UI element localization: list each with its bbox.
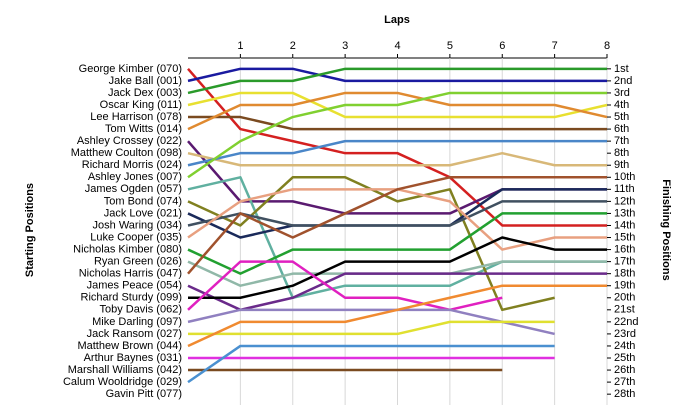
start-label: James Peace (054)	[87, 280, 182, 292]
series-line	[187, 212, 607, 275]
x-tick-label: 2	[290, 40, 296, 52]
y2-tick-label: 27th	[614, 376, 635, 388]
start-label: George Kimber (070)	[79, 63, 182, 75]
y2-tick-label: 25th	[614, 352, 635, 364]
start-label: Tom Bond (074)	[104, 195, 182, 207]
start-label: Matthew Brown (044)	[77, 340, 182, 352]
series-line	[187, 139, 607, 167]
y2-tick-label: 12th	[614, 195, 635, 207]
x-tick-label: 3	[342, 40, 348, 52]
x-tick-label: 4	[394, 40, 400, 52]
start-label: Luke Cooper (035)	[90, 231, 182, 243]
y2-tick-label: 7th	[614, 135, 629, 147]
y2-tick-label: 5th	[614, 111, 629, 123]
y2-tick-label: 9th	[614, 159, 629, 171]
start-label: Arthur Baynes (031)	[84, 352, 182, 364]
y2-axis-label: Finishing Positions	[660, 179, 672, 280]
y2-tick-label: 16th	[614, 243, 635, 255]
y2-tick-label: 8th	[614, 147, 629, 159]
start-label: Mike Darling (097)	[92, 316, 182, 328]
series-line	[187, 176, 555, 312]
y2-tick-label: 1st	[614, 63, 629, 75]
y2-tick-label: 15th	[614, 231, 635, 243]
series-line	[187, 308, 555, 336]
series-line	[187, 91, 608, 131]
start-label: Matthew Coulton (098)	[71, 147, 182, 159]
start-label: Marshall Williams (042)	[68, 364, 182, 376]
start-label: Toby Davis (062)	[99, 304, 182, 316]
y2-tick-label: 23rd	[614, 328, 636, 340]
start-label: Richard Morris (024)	[82, 159, 182, 171]
series-line	[188, 115, 607, 131]
y2-tick-label: 2nd	[614, 75, 632, 87]
series-line	[187, 344, 555, 384]
series-line	[187, 200, 607, 227]
start-label: James Ogden (057)	[85, 183, 182, 195]
x-tick-label: 7	[552, 40, 558, 52]
series-line	[187, 91, 607, 179]
start-label: Gavin Pitt (077)	[106, 388, 182, 400]
y2-tick-label: 6th	[614, 123, 629, 135]
start-label: Jack Love (021)	[104, 207, 182, 219]
y2-tick-label: 10th	[614, 171, 635, 183]
x-tick-label: 5	[447, 40, 453, 52]
chart-title: Laps	[384, 14, 410, 26]
y2-tick-label: 22nd	[614, 316, 638, 328]
start-label: Lee Harrison (078)	[90, 111, 182, 123]
y2-tick-label: 24th	[614, 340, 635, 352]
x-tick-label: 1	[237, 40, 243, 52]
y-axis-label: Starting Positions	[24, 183, 36, 277]
start-label: Nicholas Kimber (080)	[73, 243, 182, 255]
start-label: Richard Sturdy (099)	[81, 292, 183, 304]
start-label: Jack Ransom (027)	[87, 328, 182, 340]
series-line	[187, 284, 607, 348]
y2-tick-label: 28th	[614, 388, 635, 400]
y2-tick-label: 4th	[614, 99, 629, 111]
y2-tick-label: 18th	[614, 268, 635, 280]
series-line	[187, 151, 607, 167]
series-line	[188, 236, 607, 300]
y2-tick-label: 3rd	[614, 87, 630, 99]
y2-tick-label: 19th	[614, 280, 635, 292]
x-tick-label: 8	[604, 40, 610, 52]
y2-tick-label: 13th	[614, 207, 635, 219]
series-line	[187, 176, 607, 275]
y2-tick-label: 26th	[614, 364, 635, 376]
y2-tick-label: 14th	[614, 219, 635, 231]
start-label: Josh Waring (034)	[93, 219, 182, 231]
start-label: Ashley Crossey (022)	[77, 135, 182, 147]
start-label: Tom Witts (014)	[105, 123, 182, 135]
series-line	[187, 67, 607, 95]
series-line	[187, 272, 607, 312]
y2-tick-label: 17th	[614, 256, 635, 268]
x-tick-label: 6	[499, 40, 505, 52]
start-label: Calum Wooldridge (029)	[63, 376, 182, 388]
y2-tick-label: 20th	[614, 292, 635, 304]
series-line	[188, 320, 555, 336]
y2-tick-label: 11th	[614, 183, 635, 195]
series-line	[187, 67, 607, 83]
start-label: Jake Ball (001)	[109, 75, 182, 87]
series-line	[187, 91, 608, 119]
y2-tick-label: 21st	[614, 304, 635, 316]
start-label: Jack Dex (003)	[108, 87, 182, 99]
start-label: Ryan Green (026)	[94, 256, 182, 268]
start-label: Ashley Jones (007)	[88, 171, 182, 183]
start-label: Nicholas Harris (047)	[79, 268, 182, 280]
start-label: Oscar King (011)	[100, 99, 182, 111]
